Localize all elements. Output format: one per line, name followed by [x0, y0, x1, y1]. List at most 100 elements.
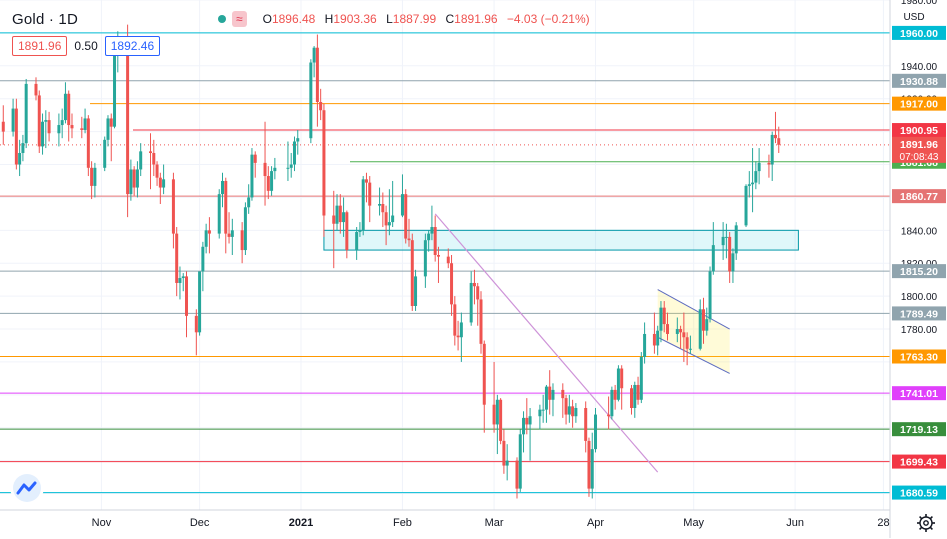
candle-body	[675, 329, 679, 334]
candle	[391, 180, 395, 228]
candle-body	[158, 177, 162, 188]
candle-body	[315, 47, 319, 102]
candle-body	[132, 169, 136, 188]
candle-body	[594, 414, 598, 450]
candle	[453, 296, 457, 346]
candle	[662, 301, 666, 333]
candle	[423, 233, 427, 288]
candle	[243, 202, 247, 255]
wave-icon[interactable]: ≈	[232, 11, 247, 27]
time-tick-label: May	[683, 517, 704, 529]
price-tick-label: 1940.00	[901, 62, 938, 73]
candle-body	[93, 167, 97, 186]
candle	[342, 197, 346, 237]
candle	[541, 394, 545, 423]
candle	[286, 141, 290, 181]
candle	[754, 161, 758, 190]
tradingview-logo-icon[interactable]	[10, 473, 44, 503]
candle	[476, 282, 480, 326]
candle	[185, 271, 189, 338]
settings-gear-icon[interactable]	[915, 512, 937, 534]
candle	[273, 157, 277, 180]
candle	[335, 194, 339, 231]
buy-price-button[interactable]: 1892.46	[104, 36, 161, 56]
candle	[616, 365, 620, 402]
candle-body	[289, 164, 293, 168]
candle-body	[495, 399, 499, 425]
candle-body	[113, 52, 117, 127]
candle	[633, 381, 637, 418]
candle-body	[181, 276, 185, 279]
time-axis[interactable]: Nov Dec 2021 Feb Mar Apr May Jun 28	[92, 517, 890, 529]
candle	[181, 273, 185, 292]
candle	[688, 335, 692, 354]
candle	[724, 223, 728, 259]
candle	[666, 312, 669, 341]
candle-body	[685, 337, 689, 349]
candle	[682, 312, 686, 362]
candle-body	[126, 47, 130, 195]
candle-body	[456, 335, 460, 338]
candle	[499, 398, 503, 445]
candle-body	[263, 162, 267, 177]
candle	[83, 108, 87, 134]
candle-body	[387, 222, 391, 226]
candle-body	[613, 389, 617, 400]
chart-legend: Gold · 1D ≈ O1896.48 H1903.36 L1887.99 C…	[12, 8, 590, 30]
candle	[436, 246, 440, 283]
symbol-title[interactable]: Gold · 1D	[12, 10, 78, 28]
candle	[171, 172, 175, 249]
candle-body	[338, 205, 342, 223]
candle-body	[11, 108, 15, 132]
candle-body	[155, 164, 159, 178]
candle-body	[773, 134, 777, 139]
candle-body	[584, 408, 588, 441]
candle	[217, 189, 221, 239]
candle	[410, 233, 414, 311]
candle-body	[60, 120, 64, 126]
support-zone-box	[323, 229, 799, 251]
candle-body	[679, 329, 683, 333]
candle-body	[221, 180, 224, 195]
price-tick-label: 1840.00	[901, 226, 938, 237]
level-price-tag-text: 1930.88	[900, 76, 938, 88]
level-labels: 1960.001930.881917.001900.951881.681860.…	[892, 25, 946, 500]
candle	[162, 164, 166, 195]
candle	[86, 115, 90, 177]
candle	[384, 205, 388, 246]
level-price-tag-text: 1699.43	[900, 457, 938, 469]
candle	[404, 189, 408, 244]
candle-body	[309, 62, 313, 139]
candle	[652, 312, 656, 354]
candle	[387, 189, 391, 236]
candle	[47, 111, 51, 142]
candle-body	[368, 182, 372, 206]
candle-body	[492, 404, 496, 425]
candle	[364, 172, 368, 203]
candle	[564, 394, 568, 425]
candle-body	[34, 83, 38, 96]
candle-body	[253, 154, 257, 163]
candle	[253, 151, 257, 178]
candle-body	[292, 141, 296, 165]
candle	[139, 143, 143, 177]
candle	[224, 177, 228, 254]
market-status-dot[interactable]	[218, 15, 226, 23]
candle-body	[574, 408, 578, 417]
candle	[538, 404, 542, 430]
candle-body	[433, 227, 437, 255]
candle-body	[378, 204, 382, 206]
candle-body	[381, 204, 385, 213]
candle	[250, 148, 254, 201]
candle-body	[14, 108, 18, 165]
candle	[584, 401, 588, 453]
plot-area[interactable]	[0, 0, 890, 510]
candle	[345, 210, 349, 259]
candle	[482, 340, 486, 433]
candle-body	[472, 282, 476, 287]
candle	[767, 154, 771, 178]
sell-price-button[interactable]: 1891.96	[12, 36, 68, 56]
candle	[479, 291, 483, 354]
candle	[63, 82, 67, 124]
